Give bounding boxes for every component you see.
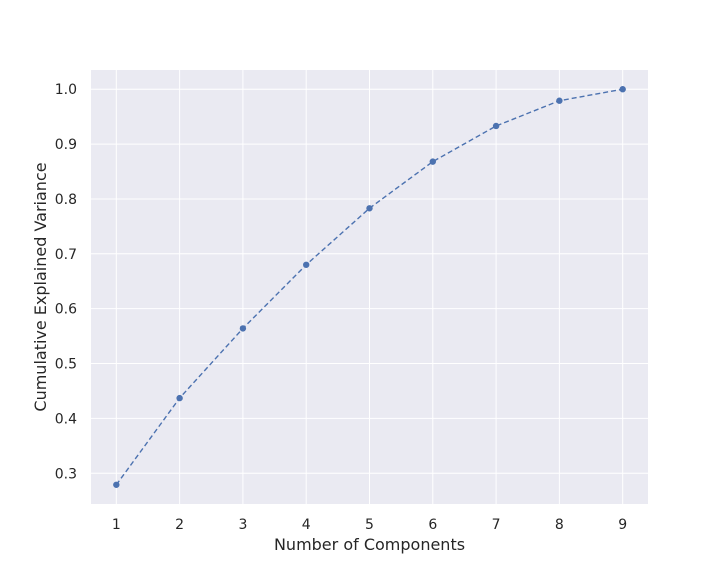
x-tick-label: 3: [238, 517, 247, 533]
y-tick-labels: 0.3 0.4 0.5 0.6 0.7 0.8 0.9 1.0: [55, 82, 77, 482]
data-point: [556, 97, 563, 104]
x-tick-label: 1: [112, 517, 121, 533]
x-axis-label: Number of Components: [274, 535, 465, 554]
y-tick-label: 0.5: [55, 357, 77, 373]
data-point: [619, 86, 626, 93]
x-tick-label: 5: [365, 517, 374, 533]
y-tick-label: 0.4: [55, 411, 77, 427]
y-tick-label: 0.9: [55, 137, 77, 153]
series-layer: [113, 86, 626, 488]
y-tick-label: 1.0: [55, 82, 77, 98]
x-tick-label: 2: [175, 517, 184, 533]
y-tick-label: 0.3: [55, 466, 77, 482]
x-tick-labels: 1 2 3 4 5 6 7 8 9: [112, 517, 627, 533]
data-point: [303, 261, 310, 268]
y-tick-label: 0.7: [55, 247, 77, 263]
grid-lines: [91, 70, 648, 504]
x-tick-label: 4: [302, 517, 311, 533]
data-point: [239, 325, 247, 332]
x-tick-label: 6: [428, 517, 437, 533]
x-tick-label: 8: [555, 517, 564, 533]
y-tick-label: 0.8: [55, 192, 77, 208]
data-point: [113, 481, 120, 488]
data-point: [176, 394, 183, 402]
y-tick-label: 0.6: [55, 302, 77, 318]
x-tick-label: 9: [618, 517, 627, 533]
x-tick-label: 7: [492, 517, 501, 533]
data-point: [492, 122, 500, 130]
y-axis-label: Cumulative Explained Variance: [31, 162, 50, 411]
data-point: [366, 205, 373, 212]
data-point: [429, 158, 436, 165]
